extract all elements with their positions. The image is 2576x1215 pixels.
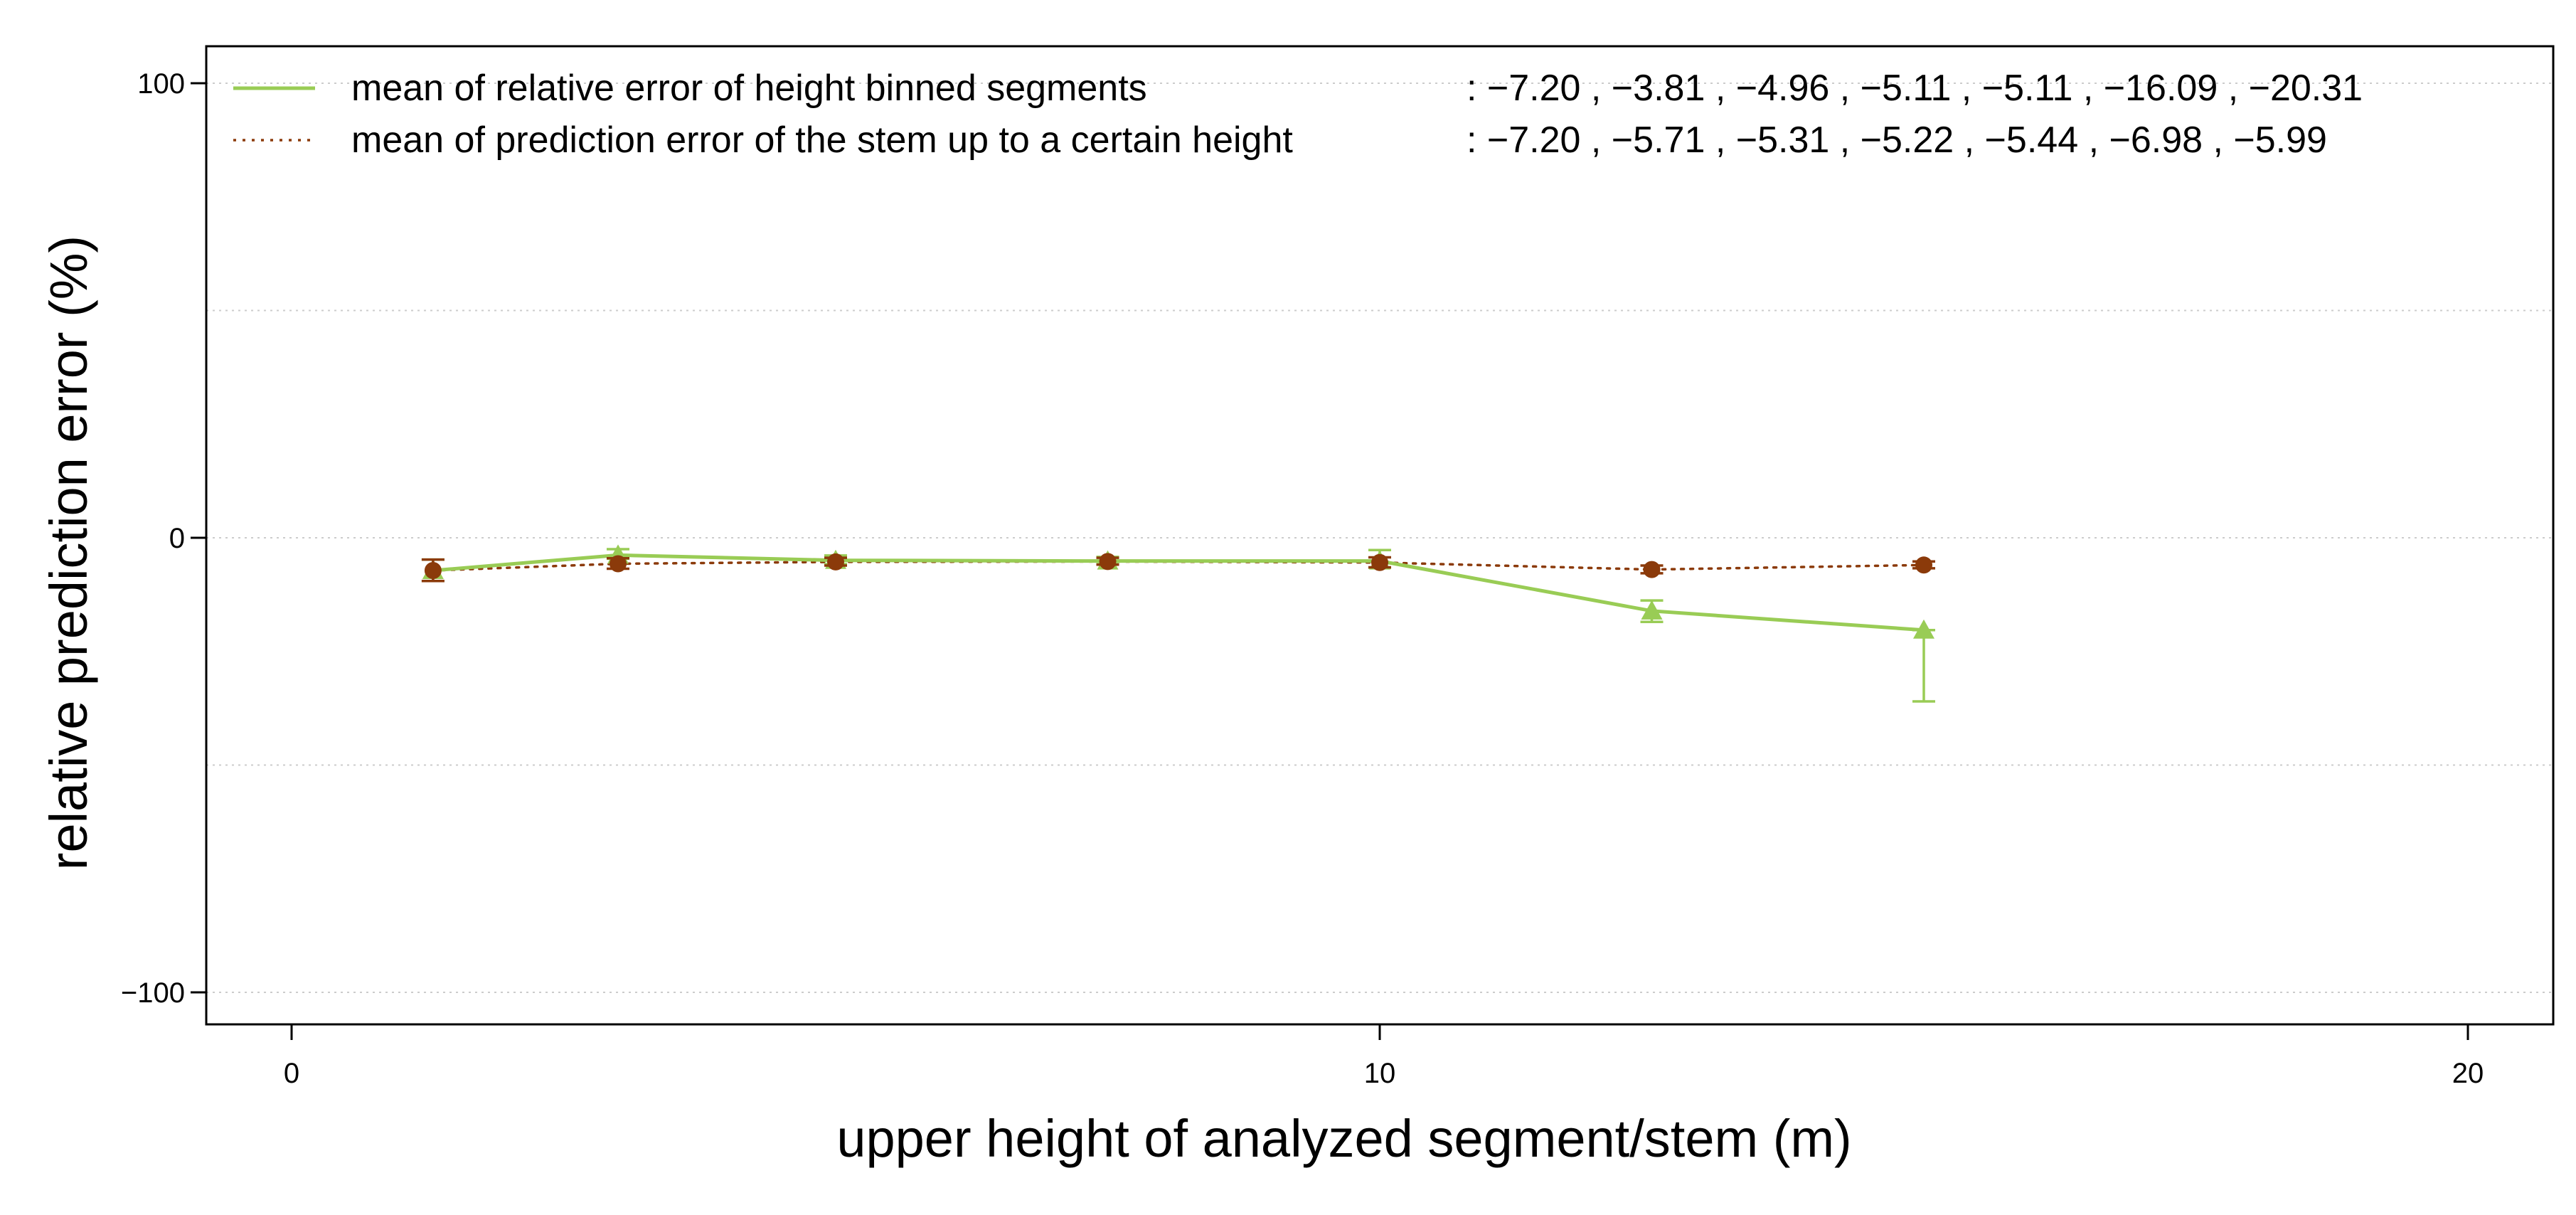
data-point xyxy=(1643,561,1661,578)
x-axis-label: upper height of analyzed segment/stem (m… xyxy=(836,1109,1851,1168)
data-point xyxy=(1371,553,1388,571)
x-tick-label: 10 xyxy=(1364,1058,1396,1089)
y-tick-label: 0 xyxy=(169,523,185,554)
data-point xyxy=(1915,556,1932,574)
legend-values: : −7.20 , −5.71 , −5.31 , −5.22 , −5.44 … xyxy=(1467,120,2327,161)
legend: mean of relative error of height binned … xyxy=(233,68,2363,161)
data-point xyxy=(827,553,844,571)
data-point xyxy=(610,555,627,573)
y-axis-label: relative prediction error (%) xyxy=(39,235,98,870)
data-point xyxy=(424,562,442,580)
data-point xyxy=(1913,619,1934,639)
x-tick-label: 0 xyxy=(284,1058,299,1089)
data-point xyxy=(1099,553,1117,571)
data-point xyxy=(1641,600,1663,620)
x-tick-label: 20 xyxy=(2452,1058,2484,1089)
series-line xyxy=(432,560,1925,572)
y-tick-label: 100 xyxy=(137,68,185,100)
legend-values: : −7.20 , −3.81 , −4.96 , −5.11 , −5.11 … xyxy=(1467,68,2363,109)
series-line xyxy=(431,553,1926,632)
series-layer xyxy=(421,544,1935,703)
y-tick-label: −100 xyxy=(121,977,185,1009)
grid-lines xyxy=(206,83,2553,993)
axes: 0 10 20 100 0 −100 xyxy=(121,45,2555,1089)
legend-label: mean of relative error of height binned … xyxy=(351,68,1147,109)
legend-label: mean of prediction error of the stem up … xyxy=(351,120,1293,161)
plot-frame xyxy=(205,45,2555,1026)
